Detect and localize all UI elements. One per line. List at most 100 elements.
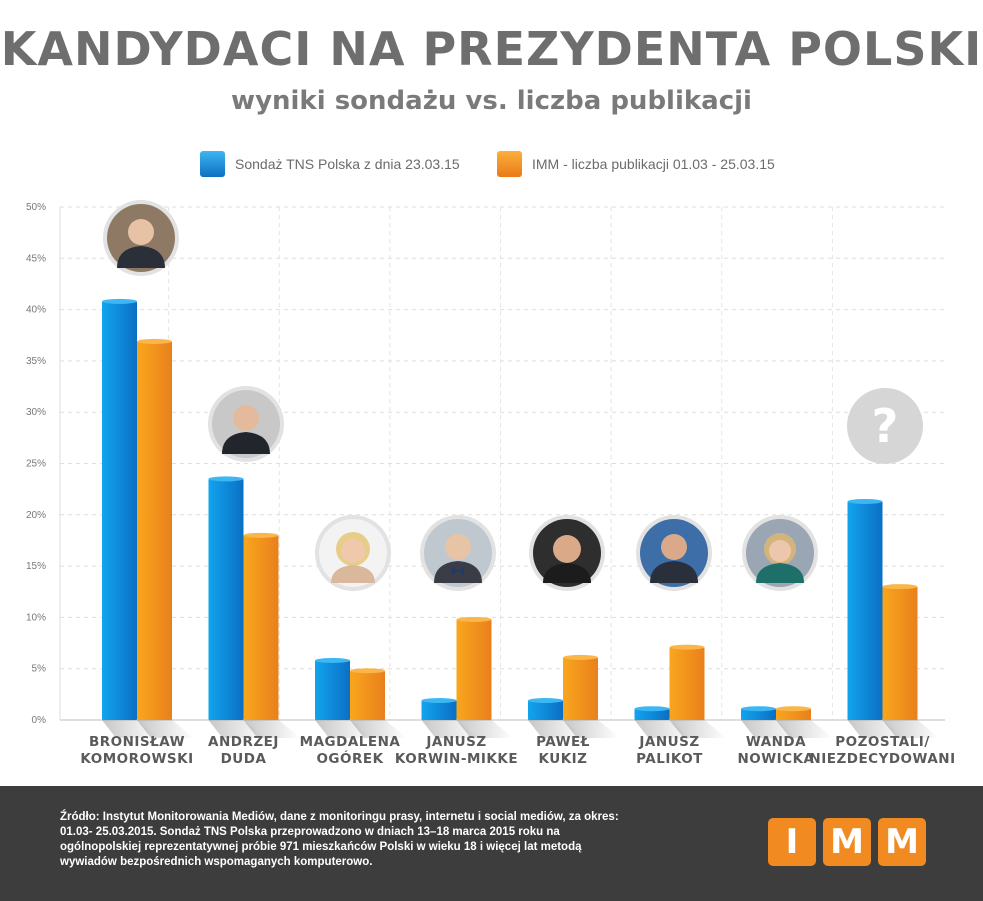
source-note: Źródło: Instytut Monitorowania Mediów, d… — [60, 811, 619, 868]
x-tick-label: PAWEŁ — [536, 734, 590, 750]
x-tick-label: NIEZDECYDOWANI — [809, 751, 955, 767]
bar-publications — [243, 535, 279, 720]
x-tick-label: JANUSZ — [425, 734, 486, 750]
bar-publications — [776, 708, 811, 720]
x-tick-label: JANUSZ — [638, 734, 699, 750]
bar-publications — [137, 341, 172, 720]
bar-cap — [243, 532, 279, 538]
legend-label-publications: IMM - liczba publikacji 01.03 - 25.03.15 — [532, 156, 775, 172]
bar-cap — [421, 698, 457, 704]
portrait-duda — [208, 386, 284, 462]
x-tick-label: KOMOROWSKI — [80, 751, 193, 767]
bar-poll — [741, 708, 776, 720]
x-tick-label: OGÓREK — [316, 749, 383, 767]
bar-cap — [669, 644, 705, 650]
bar-publications — [563, 657, 598, 720]
x-tick-label: ANDRZEJ — [208, 734, 279, 750]
y-axis: 0% 5% 10% 15% 20% 25% 30% 35% 40% 45% 50% — [26, 202, 46, 726]
x-tick-label: DUDA — [221, 751, 267, 767]
bar-poll — [102, 301, 137, 720]
portrait-ogorek — [315, 515, 391, 591]
bar-shadow — [882, 720, 940, 738]
legend-item-publications: IMM - liczba publikacji 01.03 - 25.03.15 — [497, 151, 775, 177]
bar-poll — [315, 660, 350, 720]
bar-publications — [350, 670, 385, 720]
bar-cap — [741, 706, 776, 712]
bar-cap — [102, 298, 137, 304]
x-tick-label: POZOSTALI/ — [835, 734, 930, 750]
bar-cap — [847, 498, 883, 504]
chart-title: KANDYDACI NA PREZYDENTA POLSKI — [0, 22, 983, 76]
bar-shadow — [315, 720, 372, 738]
x-tick-label: KUKIZ — [539, 751, 588, 767]
bar-publications — [882, 586, 918, 720]
portrait-nowicka — [742, 515, 818, 591]
bar-publications — [456, 619, 492, 720]
bar-shadow — [350, 720, 407, 738]
y-tick-label: 20% — [26, 510, 46, 521]
bar-chart: 0% 5% 10% 15% 20% 25% 30% 35% 40% 45% 50% BRONISŁA… — [26, 200, 955, 767]
bar-poll — [528, 700, 563, 720]
x-tick-label: WANDA — [746, 734, 806, 750]
bar-shadow — [776, 720, 833, 738]
bar-publications — [669, 647, 705, 720]
x-tick-label: KORWIN-MIKKE — [395, 751, 518, 767]
imm-logo: I M M — [768, 818, 933, 866]
bar-cap — [208, 476, 244, 482]
bar-cap — [634, 706, 670, 712]
bar-cap — [350, 668, 385, 674]
logo-letter-i: I — [768, 818, 816, 866]
bar-cap — [528, 698, 563, 704]
y-tick-label: 40% — [26, 305, 46, 316]
bar-shadow — [421, 720, 479, 738]
bar-cap — [563, 654, 598, 660]
bar-shadow — [847, 720, 905, 738]
bar-shadow — [456, 720, 514, 738]
legend-swatch-blue — [200, 151, 225, 177]
bar-shadow — [528, 720, 585, 738]
portrait-komorowski — [103, 200, 179, 276]
bar-shadow — [634, 720, 692, 738]
bar-cap — [137, 338, 172, 344]
question-mark-icon: ? — [847, 388, 923, 464]
portrait-palikot — [636, 515, 712, 591]
bar-poll — [421, 700, 457, 720]
bar-shadow — [208, 720, 266, 738]
logo-letter-m1: M — [823, 818, 871, 866]
y-tick-label: 30% — [26, 407, 46, 418]
y-tick-label: 25% — [26, 459, 46, 470]
portrait-kukiz — [529, 515, 605, 591]
bar-shadow — [243, 720, 301, 738]
bar-shadow — [741, 720, 798, 738]
portrait-korwin-mikke — [420, 515, 496, 591]
x-tick-label: NOWICKA — [737, 751, 814, 767]
legend-swatch-orange — [497, 151, 522, 177]
bar-poll — [208, 478, 244, 720]
x-tick-label: PALIKOT — [636, 751, 703, 767]
bar-shadow — [137, 720, 194, 738]
x-tick-label: BRONISŁAW — [89, 734, 185, 750]
logo-letter-m2: M — [878, 818, 926, 866]
bar-cap — [456, 616, 492, 622]
y-tick-label: 35% — [26, 356, 46, 367]
y-tick-label: 10% — [26, 612, 46, 623]
y-tick-label: 0% — [32, 715, 47, 726]
bar-cap — [776, 706, 811, 712]
grid-layer — [59, 206, 945, 721]
y-tick-label: 5% — [32, 664, 47, 675]
bar-cap — [315, 657, 350, 663]
x-tick-label: MAGDALENA — [300, 734, 401, 750]
y-tick-label: 15% — [26, 561, 46, 572]
y-tick-label: 50% — [26, 202, 46, 213]
bar-shadow — [102, 720, 159, 738]
chart-subtitle: wyniki sondażu vs. liczba publikacji — [231, 86, 752, 116]
bar-shadow — [563, 720, 620, 738]
bar-poll — [634, 708, 670, 720]
bar-shadow — [669, 720, 727, 738]
bar-poll — [847, 501, 883, 720]
y-tick-label: 45% — [26, 253, 46, 264]
bars — [102, 298, 940, 738]
bar-cap — [882, 584, 918, 590]
legend-item-poll: Sondaż TNS Polska z dnia 23.03.15 — [200, 151, 460, 177]
